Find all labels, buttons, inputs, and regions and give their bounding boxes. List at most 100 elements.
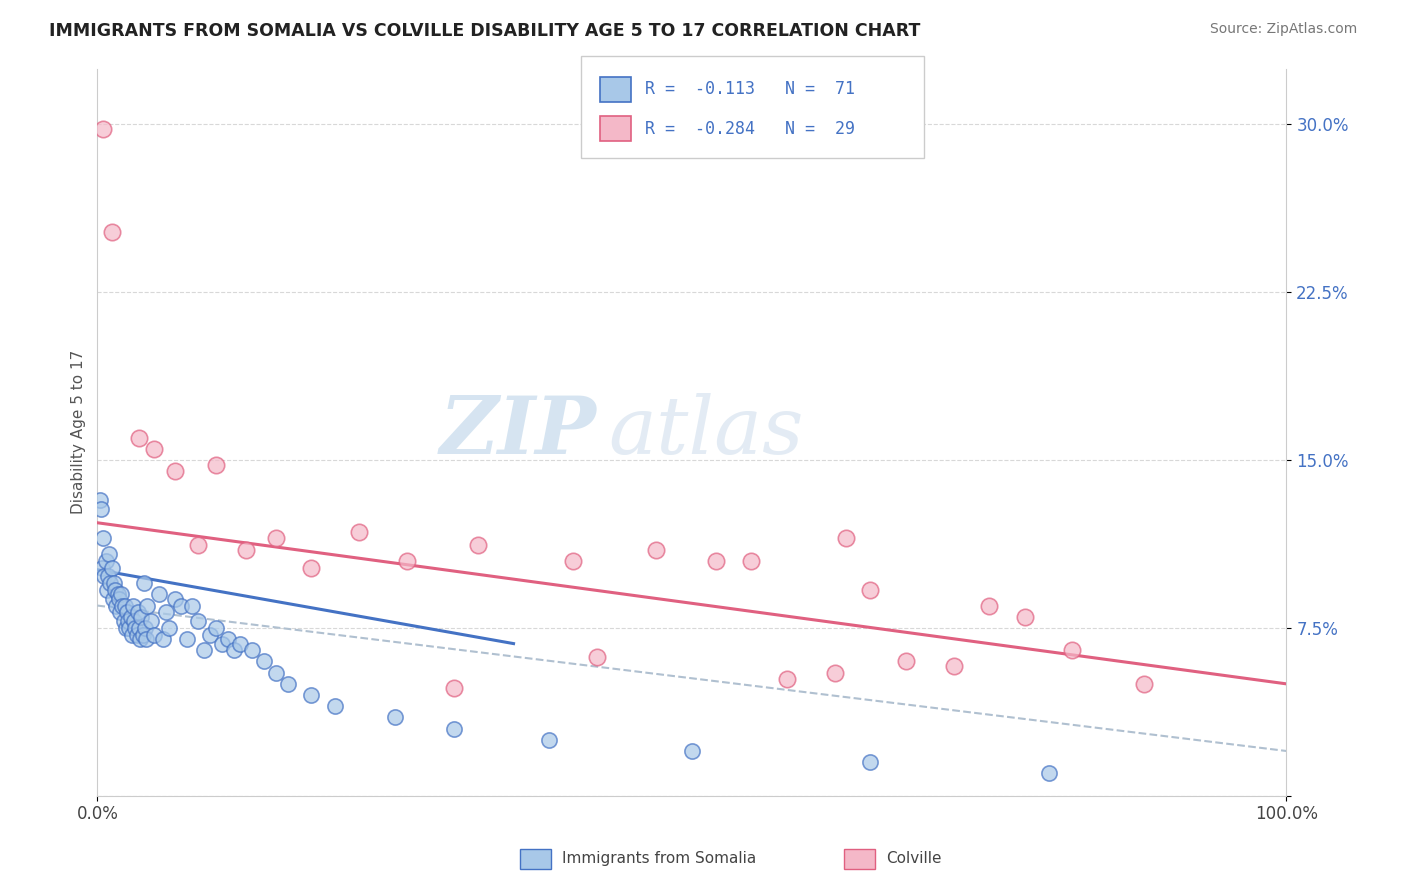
Point xyxy=(111,599,134,613)
Point xyxy=(127,605,149,619)
Point xyxy=(835,532,858,546)
Point xyxy=(169,599,191,613)
Point xyxy=(117,614,139,628)
Point xyxy=(155,605,177,619)
Point xyxy=(104,582,127,597)
Point xyxy=(128,621,150,635)
Point xyxy=(97,569,120,583)
Point xyxy=(193,643,215,657)
Point xyxy=(103,576,125,591)
Point xyxy=(704,554,727,568)
Point xyxy=(277,677,299,691)
Point xyxy=(128,431,150,445)
Point xyxy=(114,599,136,613)
Point xyxy=(395,554,418,568)
Point xyxy=(163,591,186,606)
Point xyxy=(143,442,166,456)
Point xyxy=(105,599,128,613)
Point xyxy=(299,688,322,702)
Point xyxy=(125,627,148,641)
Point xyxy=(100,576,122,591)
Point xyxy=(859,755,882,769)
Text: ZIP: ZIP xyxy=(440,393,596,471)
Point xyxy=(187,614,209,628)
Point xyxy=(129,632,152,647)
Point xyxy=(211,637,233,651)
Point xyxy=(132,576,155,591)
Text: Source: ZipAtlas.com: Source: ZipAtlas.com xyxy=(1209,22,1357,37)
Point xyxy=(91,122,114,136)
Point xyxy=(90,502,112,516)
Point xyxy=(118,621,141,635)
Point xyxy=(443,722,465,736)
Text: R =  -0.113   N =  71: R = -0.113 N = 71 xyxy=(645,80,855,98)
Point xyxy=(94,554,117,568)
Point xyxy=(200,627,222,641)
Point xyxy=(131,609,153,624)
Point xyxy=(108,605,131,619)
Point xyxy=(264,532,287,546)
Point xyxy=(859,582,882,597)
Point xyxy=(107,587,129,601)
Point xyxy=(91,560,114,574)
Point xyxy=(894,655,917,669)
Point xyxy=(299,560,322,574)
Point xyxy=(253,655,276,669)
Point xyxy=(538,732,561,747)
Text: Colville: Colville xyxy=(886,851,941,865)
Point xyxy=(101,591,124,606)
Point xyxy=(131,627,153,641)
Point xyxy=(224,643,246,657)
Text: Immigrants from Somalia: Immigrants from Somalia xyxy=(562,851,756,865)
Point xyxy=(143,627,166,641)
Point xyxy=(121,627,143,641)
Point xyxy=(824,665,846,680)
Point xyxy=(776,673,799,687)
Text: R =  -0.284   N =  29: R = -0.284 N = 29 xyxy=(645,120,855,137)
Point xyxy=(176,632,198,647)
Point xyxy=(1132,677,1154,691)
Point xyxy=(122,599,145,613)
Point xyxy=(148,587,170,601)
Point xyxy=(163,464,186,478)
Point xyxy=(100,225,122,239)
Point xyxy=(98,547,121,561)
Point xyxy=(181,599,204,613)
Point xyxy=(1038,766,1060,780)
Point xyxy=(1062,643,1084,657)
Point xyxy=(115,621,138,635)
Text: atlas: atlas xyxy=(609,393,804,471)
Point xyxy=(942,659,965,673)
Point xyxy=(115,605,138,619)
Point xyxy=(139,614,162,628)
Point xyxy=(979,599,1001,613)
Point xyxy=(124,621,146,635)
Point xyxy=(89,493,111,508)
Point xyxy=(136,599,159,613)
Point xyxy=(264,665,287,680)
Point xyxy=(323,699,346,714)
Point xyxy=(229,637,252,651)
Point xyxy=(681,744,703,758)
Point xyxy=(235,542,257,557)
Point xyxy=(645,542,668,557)
Point xyxy=(93,569,115,583)
Text: IMMIGRANTS FROM SOMALIA VS COLVILLE DISABILITY AGE 5 TO 17 CORRELATION CHART: IMMIGRANTS FROM SOMALIA VS COLVILLE DISA… xyxy=(49,22,921,40)
Point xyxy=(240,643,263,657)
Point xyxy=(91,532,114,546)
Point xyxy=(205,458,228,472)
Point xyxy=(120,609,142,624)
Point xyxy=(157,621,180,635)
Point xyxy=(467,538,489,552)
Point xyxy=(107,591,129,606)
Point xyxy=(562,554,585,568)
Point xyxy=(96,582,118,597)
Y-axis label: Disability Age 5 to 17: Disability Age 5 to 17 xyxy=(72,350,86,515)
Point xyxy=(152,632,174,647)
Point xyxy=(135,632,157,647)
Point xyxy=(217,632,239,647)
Point xyxy=(110,587,132,601)
Point xyxy=(112,614,135,628)
Point xyxy=(122,614,145,628)
Point xyxy=(740,554,762,568)
